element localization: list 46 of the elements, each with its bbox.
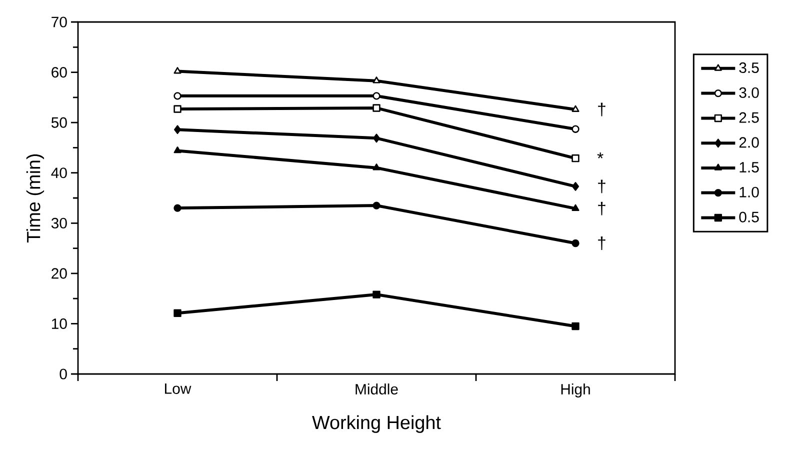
point	[572, 322, 580, 330]
x-tick-label: Low	[165, 384, 192, 394]
y-tick-label: 10	[52, 318, 67, 329]
annotation: †	[598, 180, 606, 194]
point	[372, 92, 380, 100]
legend-label: 2.5	[739, 112, 759, 123]
point	[372, 76, 380, 84]
y-tick-label: 50	[51, 117, 67, 128]
legend-label: 1.5	[740, 162, 759, 173]
point	[572, 204, 580, 212]
point	[572, 239, 580, 248]
annotation: †	[598, 202, 606, 216]
point	[572, 125, 580, 133]
x-tick-label: High	[561, 384, 590, 398]
point	[373, 134, 380, 143]
y-tick-label: 20	[52, 268, 67, 279]
point	[572, 182, 580, 191]
y-tick-label: 30	[51, 218, 67, 228]
legend-label: 3.5	[739, 62, 759, 73]
point	[174, 92, 182, 100]
point	[372, 104, 380, 112]
point	[174, 125, 181, 134]
legend-label: 2.0	[739, 137, 759, 148]
point	[174, 204, 182, 212]
point	[372, 164, 380, 170]
y-axis-title: Time (min)	[26, 154, 44, 242]
y-tick-label: 0	[60, 368, 67, 380]
y-tick-label: 40	[51, 168, 67, 178]
annotation: †	[598, 102, 606, 116]
point	[174, 105, 182, 113]
annotation: *	[597, 152, 604, 158]
y-tick-label: 60	[52, 66, 67, 78]
point	[174, 146, 182, 154]
annotation: †	[598, 236, 606, 250]
point	[572, 105, 580, 112]
point	[174, 67, 182, 74]
x-axis-title: Working Height	[312, 415, 441, 433]
legend-label: 3.0	[739, 87, 759, 98]
legend-label: 1.0	[740, 186, 759, 198]
x-tick-label: Middle	[356, 384, 398, 394]
point	[372, 202, 380, 210]
point	[572, 154, 580, 162]
point	[174, 309, 182, 318]
point	[372, 290, 380, 298]
y-tick-label: 70	[52, 16, 67, 28]
legend-label: 0.5	[739, 212, 759, 222]
